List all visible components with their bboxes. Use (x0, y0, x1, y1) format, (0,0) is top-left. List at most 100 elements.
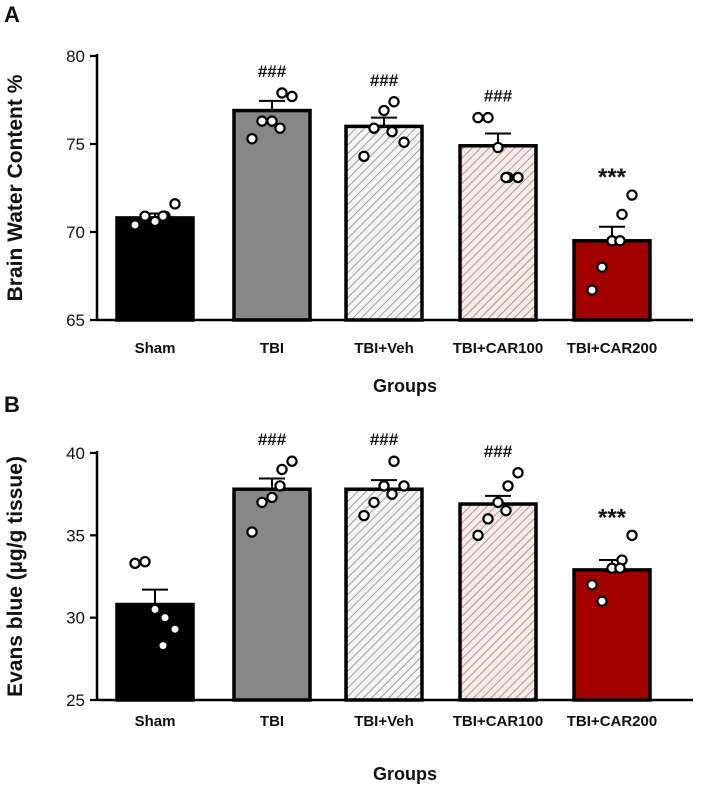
bar-tbi-veh (344, 487, 424, 702)
y-axis-title: Brain Water Content % (4, 74, 27, 301)
chart-panel-b: 25 30 35 40 Sham TBI TBI+Veh TBI+CAR100 TBI+CAR2… (4, 430, 693, 784)
data-point (159, 611, 171, 624)
bar-tbi-car200 (572, 239, 652, 322)
data-point (386, 488, 398, 500)
panel-b-letter: B (4, 392, 20, 417)
data-point (274, 480, 286, 492)
data-point (274, 122, 286, 134)
y-tick-label: 65 (66, 311, 85, 330)
bar-tbi (232, 487, 312, 702)
data-point (398, 480, 410, 492)
significance-hashes: ### (258, 430, 287, 449)
data-point (378, 480, 390, 492)
data-point (388, 96, 400, 108)
bar-sham (115, 216, 195, 322)
x-category-label: TBI (260, 340, 284, 357)
bar-tbi-car200 (572, 568, 652, 702)
data-point (169, 198, 181, 210)
data-point (266, 491, 278, 504)
chart-panel-a: 65 70 75 80 Sham TBI TBI+Veh TBI+CAR100 TBI+CAR2… (4, 47, 693, 396)
significance-stars: *** (598, 164, 627, 191)
data-point (512, 171, 524, 184)
data-point (586, 579, 598, 591)
x-category-label: Sham (135, 713, 176, 730)
y-tick-label: 25 (66, 691, 85, 710)
data-point (169, 623, 181, 635)
data-point (256, 496, 268, 509)
data-point (472, 529, 484, 542)
x-category-label: TBI (260, 713, 284, 730)
data-point (482, 513, 494, 525)
data-point (482, 111, 494, 124)
data-point (246, 133, 258, 145)
data-point (358, 150, 370, 163)
significance-hashes: ### (484, 442, 513, 461)
bar-tbi-veh (344, 124, 424, 322)
data-point (616, 208, 628, 221)
data-point (500, 171, 512, 184)
data-point (276, 463, 288, 476)
data-point (276, 87, 288, 99)
data-point (626, 189, 638, 201)
data-point (614, 235, 626, 247)
data-point (368, 122, 380, 134)
significance-hashes: ### (370, 430, 399, 449)
data-point (626, 529, 638, 542)
significance-hashes: ### (484, 87, 513, 106)
significance-hashes: ### (258, 62, 287, 81)
data-point (157, 210, 169, 222)
bar-tbi-car100 (458, 144, 538, 322)
data-point (256, 115, 268, 127)
y-tick-label: 35 (66, 526, 85, 545)
bar-tbi (232, 108, 312, 322)
y-tick-label: 30 (66, 609, 85, 628)
data-point (129, 219, 141, 231)
data-point (139, 555, 151, 568)
x-category-label: TBI+CAR200 (567, 340, 657, 357)
x-category-label: TBI+CAR100 (453, 340, 543, 357)
x-category-label: TBI+CAR100 (453, 713, 543, 730)
significance-stars: *** (598, 504, 627, 531)
bar-sham (115, 602, 195, 702)
data-point (286, 90, 298, 103)
data-point (398, 136, 410, 148)
y-tick-label: 40 (66, 444, 85, 463)
data-point (472, 111, 484, 124)
x-category-label: Sham (135, 340, 176, 357)
data-point (586, 284, 598, 296)
data-point (358, 509, 370, 522)
x-axis-title: Groups (373, 764, 437, 784)
y-tick-label: 75 (66, 135, 85, 154)
data-point (596, 595, 608, 607)
data-point (246, 526, 258, 538)
y-axis-title: Evans blue (µg/g tissue) (4, 456, 27, 697)
data-point (502, 480, 514, 492)
data-point (500, 504, 512, 517)
data-point (492, 141, 504, 154)
x-axis-title: Groups (373, 376, 437, 396)
data-point (266, 115, 278, 127)
y-tick-label: 80 (66, 47, 85, 66)
data-point (286, 455, 298, 467)
data-point (139, 210, 151, 222)
panel-a-letter: A (4, 2, 20, 27)
x-category-label: TBI+CAR200 (567, 713, 657, 730)
data-point (129, 557, 141, 570)
x-category-label: TBI+Veh (354, 340, 414, 357)
data-point (614, 562, 626, 574)
bar-tbi-car100 (458, 502, 538, 702)
data-point (492, 496, 504, 509)
data-point (368, 496, 380, 509)
data-point (512, 467, 524, 479)
data-point (149, 215, 161, 228)
data-point (388, 455, 400, 467)
data-point (149, 603, 161, 616)
x-category-label: TBI+Veh (354, 713, 414, 730)
data-point (157, 639, 169, 652)
data-point (386, 125, 398, 138)
data-point (378, 104, 390, 117)
y-tick-label: 70 (66, 223, 85, 242)
data-point (596, 261, 608, 273)
significance-hashes: ### (370, 71, 399, 90)
